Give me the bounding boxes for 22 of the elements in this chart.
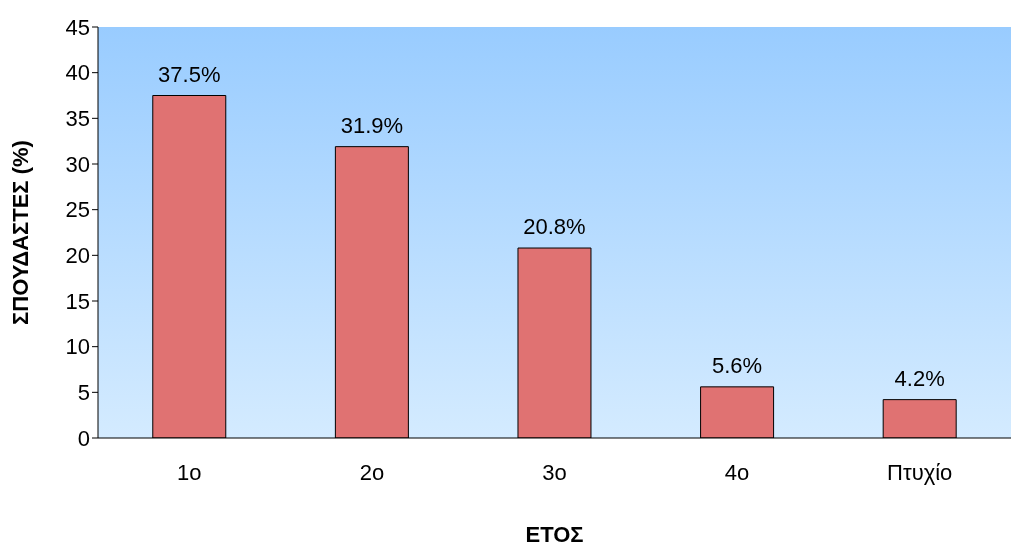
y-tick-label: 10: [65, 334, 90, 360]
data-label: 5.6%: [712, 352, 763, 378]
data-label: 20.8%: [523, 214, 586, 240]
y-tick-label: 35: [65, 106, 90, 132]
y-axis-title: ΣΠΟΥΔΑΣΤΕΣ (%): [7, 140, 33, 325]
data-label: 31.9%: [340, 112, 404, 138]
y-tick-label: 0: [77, 425, 90, 451]
y-tick-label: 30: [65, 151, 90, 177]
x-tick-label: 1ο: [177, 459, 202, 485]
x-tick-label: Πτυχίο: [887, 459, 953, 485]
data-label: 4.2%: [894, 365, 945, 391]
y-tick-label: 40: [65, 60, 90, 86]
x-tick-label: 4ο: [724, 459, 750, 485]
x-tick-label: 3ο: [542, 459, 567, 485]
data-label: 37.5%: [158, 61, 221, 87]
y-tick-label: 15: [65, 288, 90, 314]
y-tick-label: 5: [77, 380, 90, 406]
x-axis-title: ΕΤΟΣ: [525, 522, 584, 547]
x-tick-label: 2ο: [359, 459, 385, 485]
y-tick-label: 25: [65, 197, 90, 223]
y-tick-label: 20: [65, 243, 90, 269]
y-tick-label: 45: [65, 14, 90, 40]
